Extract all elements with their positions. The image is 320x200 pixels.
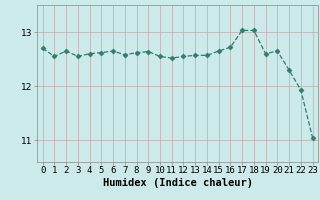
X-axis label: Humidex (Indice chaleur): Humidex (Indice chaleur)	[103, 178, 252, 188]
